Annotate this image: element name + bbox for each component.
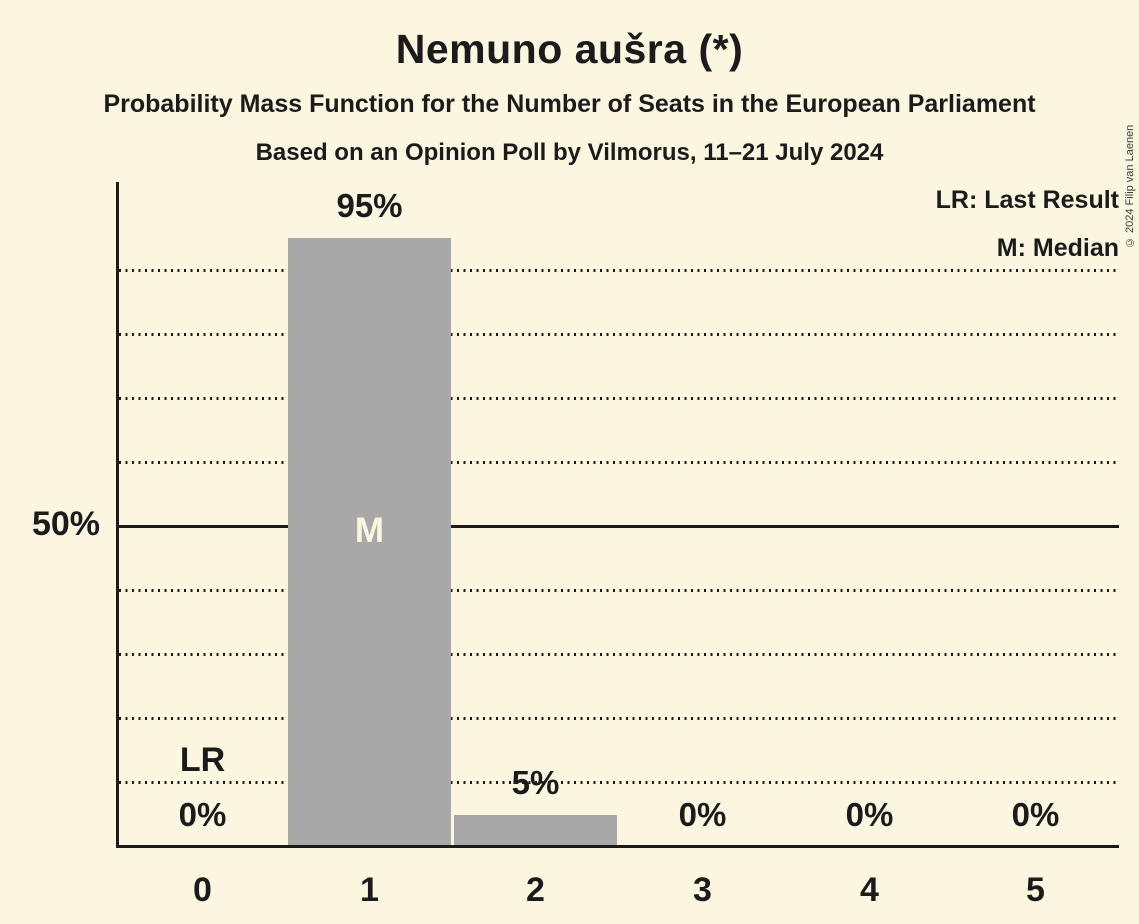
legend-median: M: Median: [996, 234, 1119, 262]
gridline-60: [119, 461, 1119, 464]
x-tick-3: 3: [693, 871, 712, 909]
last-result-marker: LR: [179, 741, 226, 779]
column-5-seats: 0%: [952, 182, 1119, 847]
value-label-2-seats: 5%: [511, 764, 560, 801]
gridline-10: [119, 781, 1119, 784]
value-label-5-seats: 0%: [1011, 796, 1060, 833]
gridline-90: [119, 269, 1119, 272]
x-tick-1: 1: [360, 871, 379, 909]
median-marker: M: [354, 511, 385, 550]
x-tick-5: 5: [1026, 871, 1045, 909]
gridline-50-solid: [119, 525, 1119, 528]
y-axis-line: [116, 182, 119, 848]
poll-source-line: Based on an Opinion Poll by Vilmorus, 11…: [255, 139, 884, 166]
x-tick-4: 4: [860, 871, 879, 909]
value-label-1-seat: 95%: [336, 187, 403, 224]
value-label-3-seats: 0%: [678, 796, 727, 833]
gridline-30: [119, 653, 1119, 656]
gridline-20: [119, 717, 1119, 720]
value-label-4-seats: 0%: [845, 796, 894, 833]
gridline-40: [119, 589, 1119, 592]
column-1-seat: M 95%: [286, 182, 453, 847]
column-3-seats: 0%: [619, 182, 786, 847]
x-tick-0: 0: [193, 871, 212, 909]
column-0-seats: LR 0%: [119, 182, 286, 847]
legend: LR: Last Result M: Median: [936, 183, 1119, 279]
gridline-70: [119, 397, 1119, 400]
chart-title: Nemuno aušra (*): [395, 26, 744, 72]
x-tick-2: 2: [526, 871, 545, 909]
value-label-0-seats: 0%: [178, 796, 227, 833]
y-tick-label-50: 50%: [31, 505, 100, 543]
legend-last-result: LR: Last Result: [935, 186, 1119, 214]
column-2-seats: 5%: [452, 182, 619, 847]
bar-1-seat: [288, 238, 451, 847]
chart-subtitle: Probability Mass Function for the Number…: [103, 90, 1036, 118]
gridline-80: [119, 333, 1119, 336]
bar-2-seats: [454, 815, 617, 847]
column-4-seats: 0%: [786, 182, 953, 847]
x-axis-line: [116, 845, 1119, 848]
